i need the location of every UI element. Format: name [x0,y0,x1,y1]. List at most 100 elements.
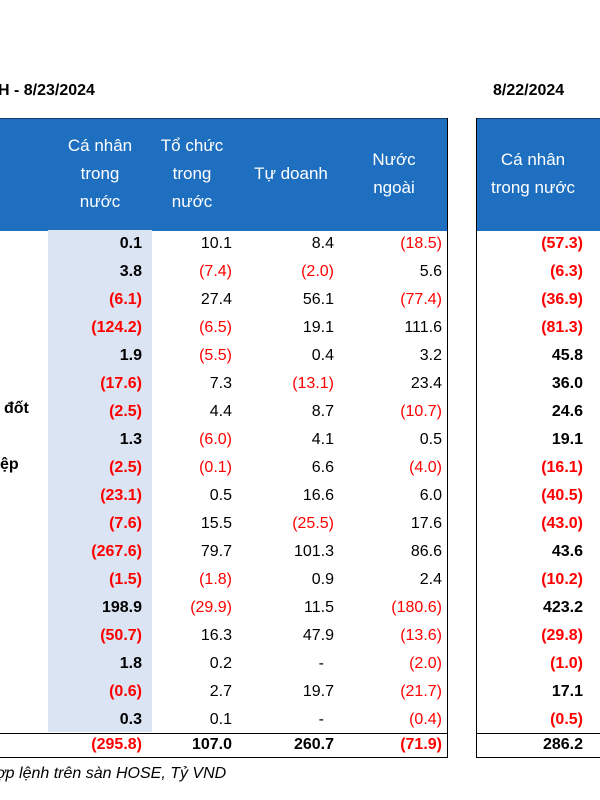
header-foreign: Nước ngoài [345,118,443,230]
table-cell: (25.5) [292,515,334,532]
table-cell: 198.9 [101,599,142,616]
table-cell: (7.6) [109,515,142,532]
table-cell: (77.4) [400,291,442,308]
table-cell: 0.1 [119,235,142,252]
table-cell: 0.9 [311,571,334,588]
total-rule-current [0,733,447,734]
table-cell: 1.9 [119,347,142,364]
bottom-rule-current [0,757,447,758]
table-cell: (0.1) [199,459,232,476]
table-cell: 5.6 [419,263,442,280]
table-cell: 4.4 [209,403,232,420]
table-cell: 2.4 [419,571,442,588]
table-cell: 24.6 [551,403,583,420]
table-cell: (1.0) [550,655,583,672]
table-cell: (5.5) [199,347,232,364]
table-cell: (17.6) [100,375,142,392]
header-text-line: Tổ chức [160,136,224,155]
table-cell: (57.3) [541,235,583,252]
table-cell: 0.4 [311,347,334,364]
table-cell: (6.3) [550,263,583,280]
table-cell: (6.0) [199,431,232,448]
table-cell: (18.5) [400,235,442,252]
table-cell: 11.5 [304,599,334,616]
table-cell: (16.1) [541,459,583,476]
header-text-line: Cá nhân [67,136,133,155]
table-cell: (4.0) [409,459,442,476]
header-text-line: nước [79,192,121,211]
table-cell: (50.7) [100,627,142,644]
row-label-fragment: ệp [0,456,19,473]
table-cell: 6.0 [419,487,442,504]
total-cell: 107.0 [191,736,232,753]
table-cell: (21.7) [400,683,442,700]
table-cell: 19.1 [551,431,583,448]
bottom-rule-previous [476,757,600,758]
table-cell: 0.5 [419,431,442,448]
table-cell: (10.7) [400,403,442,420]
table-cell: 3.2 [419,347,442,364]
table-cell: (6.1) [109,291,142,308]
table-cell: (180.6) [391,599,442,616]
header-proprietary: Tự doanh [240,118,342,230]
header-text-line: nước [171,192,213,211]
total-rule-previous [476,733,600,734]
header-text-line: trong [80,164,120,183]
total-cell: (71.9) [400,736,442,753]
table-cell: 111.6 [404,319,442,336]
table-cell: (124.2) [91,319,142,336]
table-cell: (13.6) [400,627,442,644]
header-text-line: Nước [372,150,416,169]
table-cell: 19.1 [302,319,334,336]
table-cell: (13.1) [292,375,334,392]
table-cell: 27.4 [200,291,232,308]
table-cell: 16.3 [200,627,232,644]
table-cell: (43.0) [541,515,583,532]
table-cell: - [318,655,324,672]
header-individual-domestic-prev: Cá nhân trong nước [476,118,590,230]
table-cell: (2.0) [409,655,442,672]
table-cell: 17.1 [551,683,583,700]
header-individual-domestic: Cá nhân trong nước [48,118,152,230]
highlight-column [48,230,152,732]
table-cell: (7.4) [199,263,232,280]
date-title-previous: 8/22/2024 [493,82,565,99]
table-cell: 56.1 [302,291,334,308]
total-cell: 286.2 [542,736,583,753]
header-text-line: Tự doanh [254,164,328,183]
total-cell: (295.8) [91,736,142,753]
table-cell: (0.5) [550,711,583,728]
header-text-line: ngoài [373,178,415,197]
table-cell: 7.3 [209,375,232,392]
table-cell: 1.3 [119,431,142,448]
table-cell: (81.3) [541,319,583,336]
table-cell: 3.8 [119,263,142,280]
table-cell: (1.8) [199,571,232,588]
table-cell: (40.5) [541,487,583,504]
table-cell: 15.5 [200,515,232,532]
table-cell: 1.8 [119,655,142,672]
table-cell: 17.6 [410,515,442,532]
table-cell: 4.1 [311,431,334,448]
table-cell: (2.5) [109,403,142,420]
table-cell: 79.7 [200,543,232,560]
table-cell: 0.3 [119,711,142,728]
table-cell: 0.5 [209,487,232,504]
table-cell: (267.6) [91,543,142,560]
table-cell: 23.4 [410,375,442,392]
table-cell: 8.7 [311,403,334,420]
table-cell: 45.8 [551,347,583,364]
table-cell: 36.0 [551,375,583,392]
table-cell: (29.9) [190,599,232,616]
table-cell: 2.7 [209,683,232,700]
table-cell: (36.9) [541,291,583,308]
table-cell: 6.6 [311,459,334,476]
table-cell: (2.5) [109,459,142,476]
table-cell: 16.6 [302,487,334,504]
date-title-current: H - 8/23/2024 [0,82,95,99]
table-cell: (2.0) [301,263,334,280]
total-cell: 260.7 [293,736,334,753]
header-band-current [0,118,448,231]
divider-left-previous [476,118,477,758]
table-cell: 86.6 [410,543,442,560]
